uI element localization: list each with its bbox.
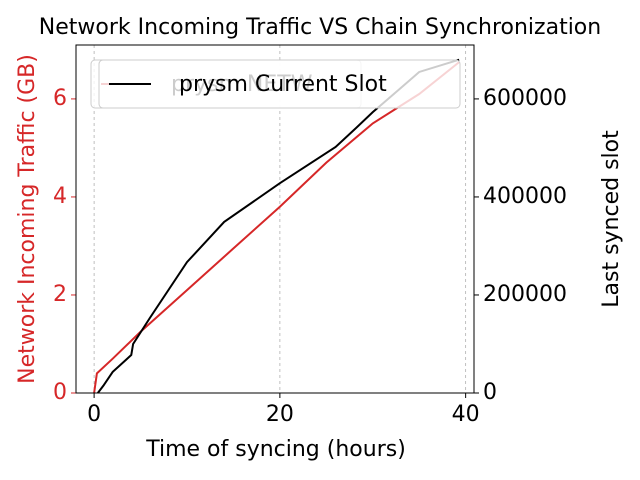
data-line	[93, 61, 460, 394]
y2-tick-label: 400000	[483, 184, 567, 209]
y-tick-label: 0	[53, 380, 67, 405]
x-tick-label: 0	[87, 402, 101, 427]
y-axis-label: Network Incoming Traffic (GB)	[15, 54, 40, 384]
y-tick-label: 6	[53, 86, 67, 111]
x-axis-label: Time of syncing (hours)	[145, 437, 406, 462]
plot-frame	[75, 44, 475, 394]
y2-tick-label: 200000	[483, 282, 567, 307]
y-tick-label: 4	[53, 184, 67, 209]
x-tick-label: 40	[452, 402, 480, 427]
x-tick-label: 20	[266, 402, 294, 427]
chart-title: Network Incoming Traffic VS Chain Synchr…	[39, 15, 601, 40]
y2-tick-label: 600000	[483, 86, 567, 111]
legend-box	[98, 59, 461, 109]
legend-label: prysm Current Slot	[179, 72, 387, 97]
y2-tick-label: 0	[483, 380, 497, 405]
data-line	[97, 58, 460, 394]
y-tick-label: 2	[53, 282, 67, 307]
y2-axis-label: Last synced slot	[599, 130, 624, 308]
